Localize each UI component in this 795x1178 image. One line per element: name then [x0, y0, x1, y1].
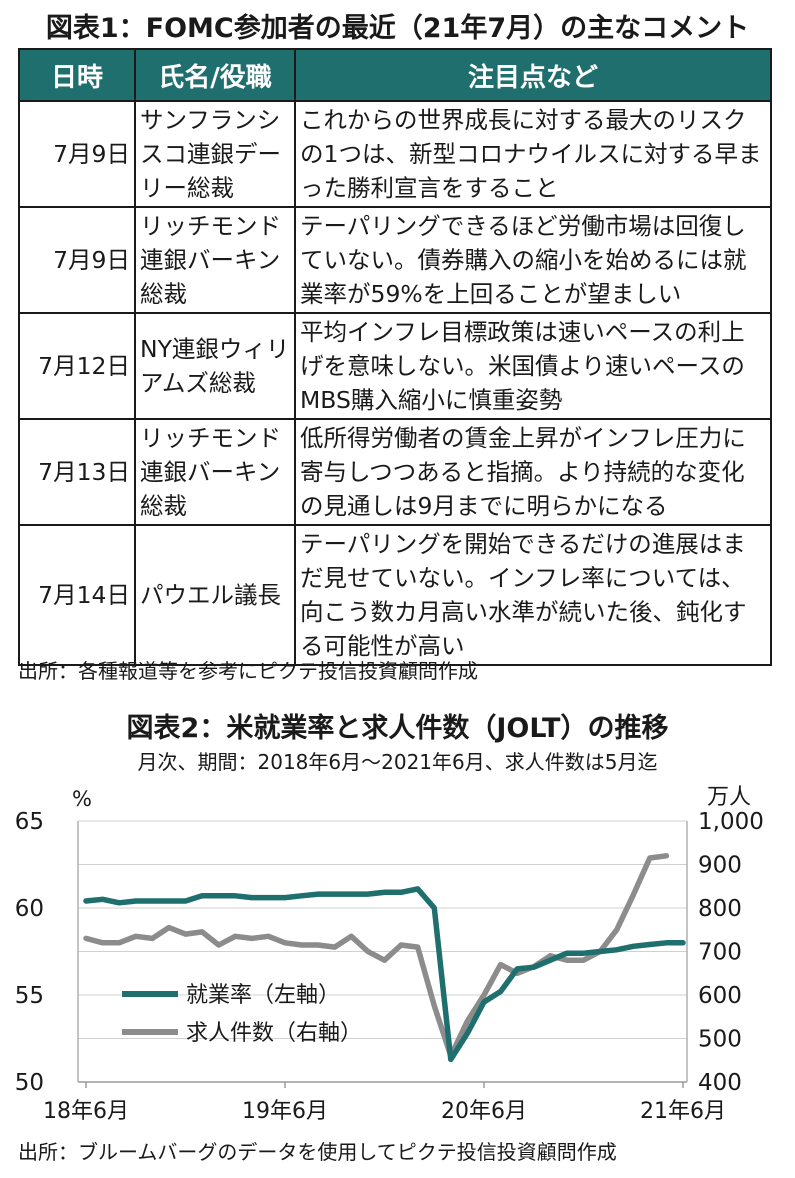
right-axis-tick-label: 600: [698, 983, 742, 1009]
left-axis-unit: %: [72, 787, 92, 811]
table-title: 図表1：FOMC参加者の最近（21年7月）の主なコメント: [45, 13, 750, 44]
row-name: パウエル議長: [134, 524, 296, 666]
table-row: 7月12日 NY連銀ウィリアムズ総裁 平均インフレ目標政策は速いペースの利上げを…: [18, 312, 772, 420]
table-header-row: 日時 氏名/役職 注目点など: [18, 48, 772, 102]
row-comment: これからの世界成長に対する最大のリスクの1つは、新型コロナウイルスに対する早まっ…: [294, 100, 772, 208]
header-comment: 注目点など: [294, 48, 772, 102]
row-date: 7月9日: [18, 100, 136, 208]
table-row: 7月9日 サンフランシスコ連銀デーリー総裁 これからの世界成長に対する最大のリス…: [18, 100, 772, 208]
right-axis-tick-label: 700: [698, 940, 742, 966]
row-comment: テーパリングを開始できるだけの進展はまだ見せていない。インフレ率については、向こ…: [294, 524, 772, 666]
fomc-comments-table: 日時 氏名/役職 注目点など 7月9日 サンフランシスコ連銀デーリー総裁 これか…: [18, 48, 772, 666]
right-axis-tick-label: 500: [698, 1027, 742, 1053]
x-axis-tick-label: 18年6月: [43, 1099, 129, 1124]
x-axis-tick-label: 21年6月: [640, 1099, 726, 1124]
right-axis-tick-label: 1,000: [698, 809, 764, 835]
row-comment: 平均インフレ目標政策は速いペースの利上げを意味しない。米国債より速いペースのMB…: [294, 312, 772, 420]
row-date: 7月9日: [18, 206, 136, 314]
employment-jolts-chart: 50 55 60 65 400 500 600 700 800 900 1,000% 万人 18年6月 1…: [15, 785, 764, 1124]
right-axis-tick-label: 400: [698, 1070, 742, 1096]
row-date: 7月14日: [18, 524, 136, 666]
row-date: 7月12日: [18, 312, 136, 420]
left-axis-tick-label: 60: [15, 896, 44, 922]
row-name: リッチモンド連銀バーキン総裁: [134, 418, 296, 526]
employment-rate-line: [83, 886, 686, 1063]
header-date: 日時: [18, 48, 136, 102]
table-row: 7月14日 パウエル議長 テーパリングを開始できるだけの進展はまだ見せていない。…: [18, 524, 772, 666]
job-openings-line: [83, 853, 670, 1059]
chart-axes: 50 55 60 65 400 500 600 700 800 900 1,000% 万人 18年6月 1…: [15, 785, 764, 1124]
row-name: リッチモンド連銀バーキン総裁: [134, 206, 296, 314]
chart-legend: 就業率（左軸） 求人件数（右軸）: [122, 983, 362, 1046]
chart-source-note: 出所：ブルームバーグのデータを使用してピクテ投信投資顧問作成: [18, 1140, 617, 1164]
row-comment: 低所得労働者の賃金上昇がインフレ圧力に寄与しつつあると指摘。より持続的な変化の見…: [294, 418, 772, 526]
left-axis-tick-label: 50: [15, 1070, 44, 1096]
row-comment: テーパリングできるほど労働市場は回復していない。債券購入の縮小を始めるには就業率…: [294, 206, 772, 314]
left-axis-tick-label: 55: [15, 983, 44, 1009]
header-name: 氏名/役職: [134, 48, 296, 102]
legend-label: 就業率（左軸）: [186, 983, 340, 1008]
row-date: 7月13日: [18, 418, 136, 526]
table-row: 7月9日 リッチモンド連銀バーキン総裁 テーパリングできるほど労働市場は回復して…: [18, 206, 772, 314]
chart-title: 図表2：米就業率と求人件数（JOLT）の推移: [126, 713, 669, 744]
chart-lines: [83, 853, 686, 1063]
table-row: 7月13日 リッチモンド連銀バーキン総裁 低所得労働者の賃金上昇がインフレ圧力に…: [18, 418, 772, 526]
left-axis-tick-label: 65: [15, 809, 44, 835]
x-axis-tick-label: 20年6月: [441, 1099, 527, 1124]
row-name: サンフランシスコ連銀デーリー総裁: [134, 100, 296, 208]
right-axis-tick-label: 800: [698, 896, 742, 922]
chart-subtitle: 月次、期間：2018年6月～2021年6月、求人件数は5月迄: [137, 750, 658, 774]
x-axis-tick-label: 19年6月: [242, 1099, 328, 1124]
legend-label: 求人件数（右軸）: [186, 1021, 362, 1046]
row-name: NY連銀ウィリアムズ総裁: [134, 312, 296, 420]
table-source-note: 出所：各種報道等を参考にピクテ投信投資顧問作成: [18, 659, 478, 683]
right-axis-unit: 万人: [707, 785, 751, 810]
right-axis-tick-label: 900: [698, 853, 742, 879]
